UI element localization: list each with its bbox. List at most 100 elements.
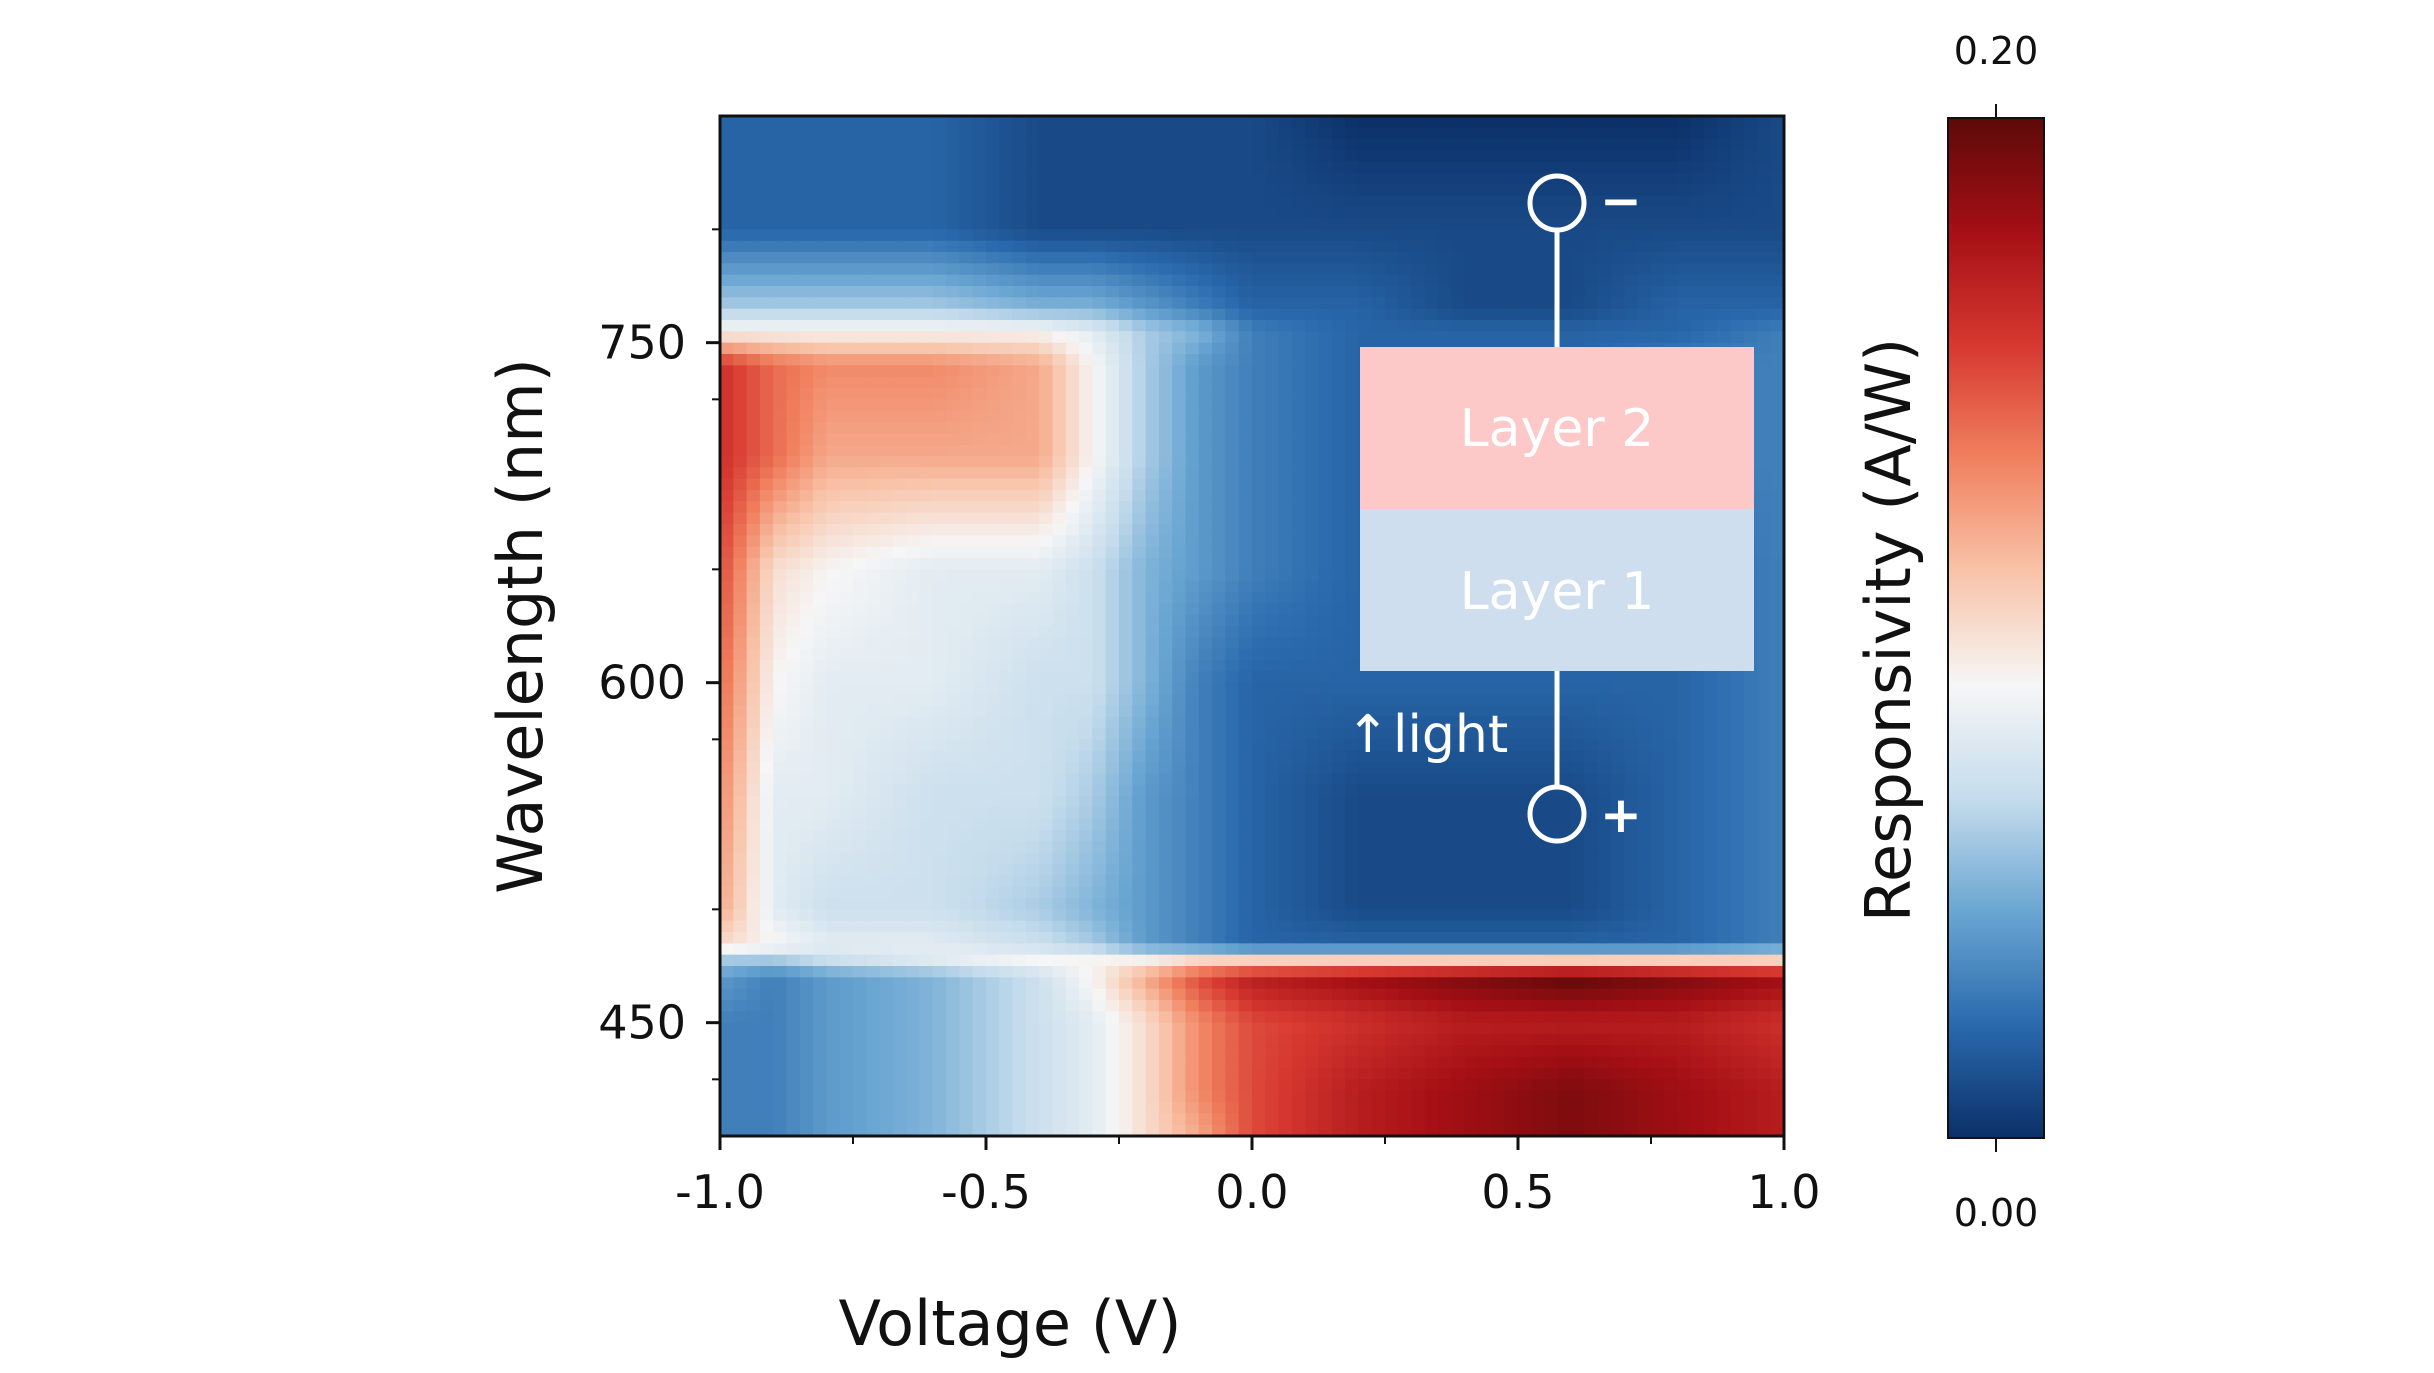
heatmap-cell [799,637,814,650]
heatmap-cell [1065,354,1080,366]
heatmap-cell [866,592,881,604]
heatmap-cell [759,399,774,412]
heatmap-cell [1012,490,1027,502]
heatmap-cell [1637,750,1652,763]
heatmap-cell [1079,694,1093,706]
heatmap-cell [1265,716,1280,729]
heatmap-cell [1438,218,1453,230]
heatmap-cell [826,127,841,140]
heatmap-cell [1012,320,1027,332]
heatmap-cell [1491,308,1506,321]
heatmap-cell [1478,297,1492,310]
heatmap-cell [1158,206,1173,219]
heatmap-cell [1331,524,1346,536]
heatmap-cell [999,354,1014,366]
heatmap-cell [1371,161,1386,174]
heatmap-cell [1664,206,1679,219]
heatmap-cell [1398,116,1413,128]
heatmap-cell [1584,796,1599,808]
heatmap-cell [1052,331,1067,344]
heatmap-cell [1318,456,1333,468]
heatmap-cell [1358,297,1373,310]
heatmap-cell [1225,456,1240,468]
heatmap-cell [946,478,960,491]
heatmap-cell [1039,569,1054,582]
heatmap-cell [853,750,867,763]
heatmap-cell [1637,682,1652,695]
heatmap-cell [1597,762,1612,774]
heatmap-cell [919,116,934,128]
heatmap-cell [879,433,894,446]
heatmap-cell [1145,592,1160,604]
heatmap-cell [1478,705,1492,718]
heatmap-cell [1757,762,1772,774]
heatmap-cell [1172,728,1187,740]
heatmap-cell [1212,376,1226,389]
heatmap-cell [1584,671,1599,684]
heatmap-cell [1278,444,1293,457]
heatmap-cell [1238,524,1253,536]
heatmap-cell [746,297,761,310]
heatmap-cell [1504,716,1519,729]
heatmap-cell [1318,637,1333,650]
heatmap-cell [1518,263,1532,276]
heatmap-cell [1637,705,1652,718]
heatmap-cell [853,354,867,366]
heatmap-cell [1065,218,1080,230]
heatmap-cell [1225,558,1240,570]
heatmap-cell [972,535,987,548]
heatmap-cell [1265,218,1280,230]
heatmap-cell [1198,365,1213,378]
heatmap-cell [972,592,987,604]
heatmap-cell [1305,376,1320,389]
heatmap-cell [932,524,947,536]
heatmap-cell [1278,739,1293,752]
heatmap-cell [1305,127,1320,140]
heatmap-cell [813,535,827,548]
heatmap-cell [959,184,974,196]
heatmap-cell [720,603,734,616]
heatmap-cell [1318,728,1333,740]
heatmap-cell [1531,150,1546,162]
heatmap-cell [1145,365,1160,378]
heatmap-cell [932,467,947,480]
heatmap-cell [1318,444,1333,457]
heatmap-cell [853,150,867,162]
heatmap-cell [1158,569,1173,582]
heatmap-cell [1039,342,1054,355]
heatmap-cell [1411,750,1426,763]
heatmap-cell [746,524,761,536]
heatmap-cell [999,195,1014,208]
heatmap-cell [1331,535,1346,548]
heatmap-cell [1557,161,1572,174]
heatmap-cell [919,467,934,480]
heatmap-cell [1252,127,1266,140]
heatmap-cell [1052,626,1067,638]
heatmap-cell [1238,399,1253,412]
heatmap-cell [986,716,1000,729]
heatmap-cell [1265,184,1280,196]
heatmap-cell [1345,546,1359,559]
heatmap-cell [986,456,1000,468]
heatmap-cell [759,286,774,298]
heatmap-cell [746,512,761,525]
heatmap-cell [1185,603,1200,616]
heatmap-cell [1385,263,1399,276]
heatmap-cell [1690,195,1705,208]
heatmap-cell [892,218,907,230]
heatmap-cell [959,263,974,276]
heatmap-cell [1291,410,1306,423]
heatmap-cell [1225,150,1240,162]
heatmap-cell [1770,784,1784,797]
heatmap-cell [773,252,788,264]
heatmap-cell [1025,569,1040,582]
heatmap-cell [1571,320,1586,332]
heatmap-cell [1025,252,1040,264]
heatmap-cell [746,490,761,502]
heatmap-cell [1730,263,1745,276]
heatmap-cell [720,524,734,536]
heatmap-cell [1651,694,1665,706]
heatmap-cell [1158,648,1173,661]
heatmap-cell [1677,750,1692,763]
heatmap-cell [1677,116,1692,128]
